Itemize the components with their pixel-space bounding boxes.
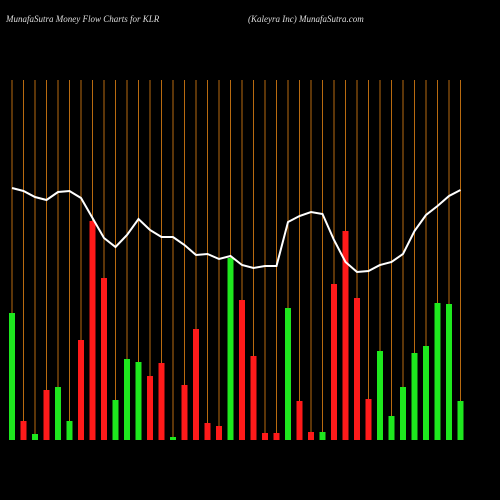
bar	[400, 387, 406, 440]
bar	[285, 308, 291, 440]
bar	[296, 401, 303, 440]
chart-subtitle: (Kaleyra Inc) MunafaSutra.com	[248, 14, 364, 24]
bar	[55, 387, 61, 440]
bar	[101, 278, 107, 440]
bar	[158, 363, 165, 440]
bar	[66, 421, 73, 440]
bar	[147, 376, 153, 440]
bar	[331, 284, 337, 440]
bar	[434, 303, 441, 440]
bar	[308, 432, 314, 440]
bar	[377, 351, 383, 440]
bar	[227, 258, 234, 440]
bar	[411, 353, 418, 440]
bar	[239, 300, 245, 440]
bar	[170, 437, 176, 440]
bar	[388, 416, 395, 440]
bar	[20, 421, 27, 440]
bar	[32, 434, 38, 440]
bar	[365, 399, 372, 440]
bar	[250, 356, 257, 440]
bar	[216, 426, 222, 440]
bar	[43, 390, 50, 440]
bar	[354, 298, 360, 440]
bar	[124, 359, 130, 440]
bar	[204, 423, 211, 440]
money-flow-line	[11, 187, 461, 274]
bar	[89, 221, 96, 440]
bar	[319, 432, 326, 440]
bar	[446, 304, 452, 440]
bar	[9, 313, 15, 440]
bar	[457, 401, 464, 440]
bar	[193, 329, 199, 440]
chart-title: MunafaSutra Money Flow Charts for KLR	[5, 14, 160, 24]
bar	[112, 400, 119, 440]
bar	[423, 346, 429, 440]
bar	[135, 362, 142, 440]
bar	[273, 433, 280, 440]
bar	[342, 231, 349, 440]
bar	[262, 433, 268, 440]
bar	[78, 340, 84, 440]
bar	[181, 385, 188, 440]
